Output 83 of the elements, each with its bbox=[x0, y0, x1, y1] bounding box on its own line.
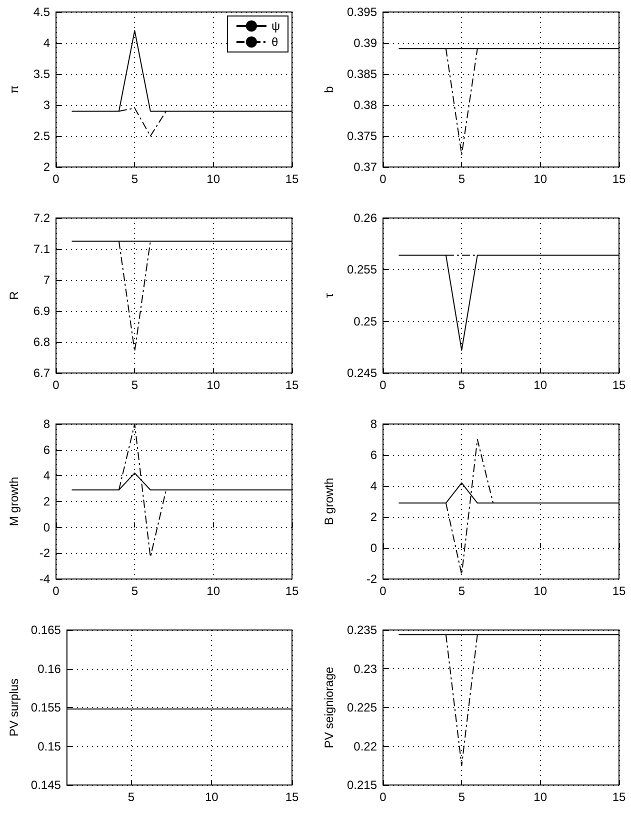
y-tick-label: 2 bbox=[43, 494, 50, 508]
y-tick-label: 4 bbox=[370, 479, 378, 493]
y-axis-title: PV seigniorage bbox=[322, 666, 336, 748]
x-tick-label: 5 bbox=[458, 172, 466, 186]
y-tick-label: 0.385 bbox=[346, 67, 378, 81]
y-tick-label: 0.255 bbox=[346, 262, 378, 277]
y-tick-label: 2.5 bbox=[33, 129, 50, 143]
y-axis-title: τ bbox=[322, 292, 336, 298]
y-tick-label: 0.38 bbox=[354, 98, 378, 112]
y-tick-label: 0 bbox=[43, 520, 50, 534]
x-tick-label: 5 bbox=[458, 378, 466, 392]
x-tick-label: 10 bbox=[534, 790, 548, 804]
y-tick-label: 0.245 bbox=[346, 366, 378, 380]
y-tick-label: 0.16 bbox=[38, 662, 62, 676]
y-tick-label: 4.5 bbox=[33, 5, 50, 19]
y-tick-label: 0.39 bbox=[354, 36, 378, 50]
y-tick-label: 7.1 bbox=[33, 242, 50, 256]
y-tick-label: 0.225 bbox=[346, 700, 378, 714]
x-tick-label: 10 bbox=[534, 584, 548, 598]
x-tick-label: 0 bbox=[380, 584, 387, 598]
x-tick-label: 10 bbox=[206, 584, 220, 598]
x-tick-label: 10 bbox=[206, 378, 220, 392]
legend-label: ψ bbox=[271, 19, 280, 33]
y-tick-label: 3.5 bbox=[33, 67, 50, 81]
x-tick-label: 15 bbox=[612, 378, 626, 392]
y-tick-label: 6.9 bbox=[33, 304, 50, 318]
x-tick-label: 5 bbox=[128, 790, 135, 804]
y-tick-label: 0.375 bbox=[346, 129, 378, 143]
x-tick-label: 5 bbox=[131, 584, 138, 598]
y-tick-label: 0.155 bbox=[30, 700, 62, 714]
y-tick-label: 8 bbox=[370, 417, 378, 431]
x-tick-label: 15 bbox=[612, 790, 626, 804]
y-tick-label: 6 bbox=[43, 442, 50, 457]
x-tick-label: 0 bbox=[380, 172, 387, 186]
y-tick-label: 2 bbox=[43, 160, 50, 174]
x-tick-label: 15 bbox=[285, 172, 299, 186]
y-tick-label: 0.22 bbox=[354, 739, 378, 754]
x-tick-label: 5 bbox=[458, 790, 466, 804]
x-tick-label: 15 bbox=[612, 172, 626, 186]
y-tick-label: -4 bbox=[39, 572, 50, 586]
x-tick-label: 10 bbox=[534, 172, 548, 186]
y-tick-label: 0.23 bbox=[354, 662, 378, 676]
x-tick-label: 0 bbox=[380, 378, 387, 392]
x-tick-label: 15 bbox=[285, 584, 299, 598]
y-tick-label: 3 bbox=[43, 98, 50, 112]
y-tick-label: -2 bbox=[366, 572, 378, 586]
y-tick-label: 0.235 bbox=[346, 623, 378, 637]
y-tick-label: 4 bbox=[43, 468, 50, 483]
y-axis-title: π bbox=[7, 85, 21, 94]
y-tick-label: 8 bbox=[43, 417, 50, 431]
y-axis-title: B growth bbox=[322, 478, 336, 526]
y-axis-title: PV surplus bbox=[7, 678, 21, 737]
y-tick-label: 0 bbox=[370, 541, 378, 555]
y-tick-label: 0.145 bbox=[30, 778, 62, 792]
y-axis-title: b bbox=[322, 86, 336, 93]
x-tick-label: 5 bbox=[131, 378, 138, 392]
x-tick-label: 5 bbox=[458, 584, 466, 598]
y-tick-label: 0.15 bbox=[38, 739, 62, 754]
x-tick-label: 0 bbox=[380, 790, 387, 804]
y-tick-label: 4 bbox=[43, 36, 50, 50]
legend-label: θ bbox=[271, 35, 278, 49]
y-tick-label: 7 bbox=[43, 273, 50, 287]
y-tick-label: 0.165 bbox=[30, 623, 62, 637]
x-tick-label: 5 bbox=[131, 172, 138, 186]
x-tick-label: 15 bbox=[612, 584, 626, 598]
y-tick-label: -2 bbox=[39, 546, 50, 560]
y-tick-label: 0.395 bbox=[346, 5, 378, 19]
x-tick-label: 15 bbox=[285, 378, 299, 392]
y-tick-label: 2 bbox=[370, 510, 378, 524]
y-tick-label: 6 bbox=[370, 448, 378, 462]
y-axis-title: R bbox=[7, 290, 21, 300]
y-tick-label: 0.26 bbox=[354, 211, 378, 225]
y-tick-label: 6.7 bbox=[33, 366, 50, 380]
y-tick-label: 0.37 bbox=[354, 160, 378, 174]
y-axis-title: M growth bbox=[7, 476, 21, 526]
y-tick-label: 0.215 bbox=[346, 778, 378, 792]
y-tick-label: 6.8 bbox=[33, 335, 50, 349]
x-tick-label: 15 bbox=[285, 790, 299, 804]
y-tick-label: 0.25 bbox=[354, 314, 378, 328]
x-tick-label: 10 bbox=[204, 790, 219, 804]
x-tick-label: 10 bbox=[534, 378, 548, 392]
x-tick-label: 10 bbox=[206, 172, 220, 186]
y-tick-label: 7.2 bbox=[33, 211, 50, 225]
